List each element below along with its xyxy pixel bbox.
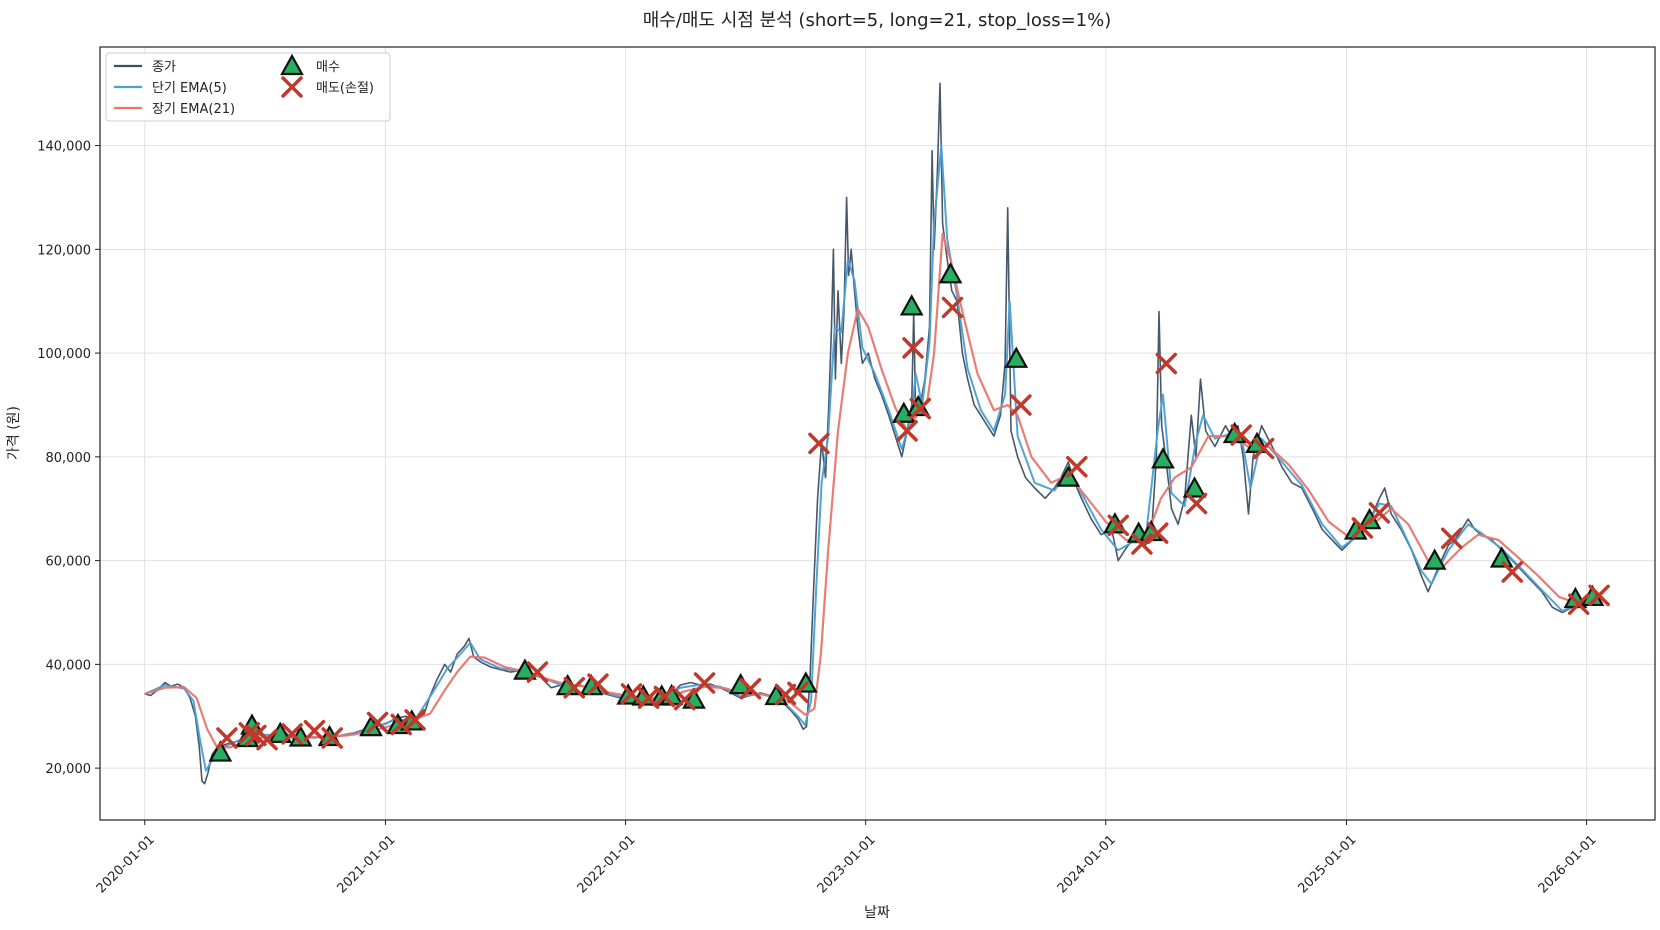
sell-marker [1501, 561, 1524, 583]
sell-marker [281, 723, 303, 745]
y-axis: 20,000 40,000 60,000 80,000 100,000 120,000 14… [37, 140, 100, 777]
sell-marker [787, 681, 809, 704]
y-tick-label: 40,000 [46, 658, 92, 673]
y-tick-label: 140,000 [37, 140, 91, 155]
sell-marker [563, 676, 586, 699]
sell-marker [902, 337, 924, 359]
grid [100, 47, 1655, 820]
sell-marker [404, 709, 426, 731]
sell-marker [303, 720, 326, 742]
buy-marker [899, 294, 924, 316]
sell-marker [693, 672, 716, 694]
y-axis-title: 가격 (원) [6, 406, 22, 460]
buy-marker [513, 658, 537, 680]
y-tick-label: 120,000 [37, 243, 91, 258]
sell-marker [321, 727, 343, 749]
legend-buy-marker [280, 53, 304, 76]
sell-marker [216, 727, 238, 749]
sell-marker [256, 728, 278, 751]
legend-label: 장기 EMA(21) [152, 102, 235, 117]
buy-marker [208, 740, 233, 762]
buy-marker [1422, 548, 1447, 570]
y-tick-label: 20,000 [46, 762, 92, 777]
sell-marker [1440, 527, 1463, 550]
sell-marker [526, 661, 549, 683]
sell-marker [808, 432, 830, 455]
sell-marker [245, 724, 267, 747]
buy-marker [938, 261, 963, 284]
buy-marker [1489, 546, 1514, 568]
sell-marker [653, 685, 676, 708]
sell-marker [1066, 455, 1088, 478]
sell-marker [896, 420, 918, 442]
sell-marker [1252, 437, 1275, 460]
sell-marker [620, 683, 643, 705]
sell-marker [941, 296, 964, 319]
sell-marker [1185, 492, 1208, 515]
sell-marker [1588, 584, 1610, 607]
sell-marker [238, 722, 261, 744]
marker-layer [208, 261, 1610, 762]
x-axis-title: 날짜 [864, 905, 890, 921]
y-tick-label: 100,000 [37, 347, 91, 362]
buy-marker [1004, 346, 1029, 368]
plot-frame [99, 46, 1656, 821]
sell-marker [1107, 514, 1129, 537]
legend-sell-marker [281, 76, 303, 98]
buy-marker [1182, 476, 1207, 498]
sell-marker [390, 713, 413, 736]
sell-marker [1010, 394, 1032, 416]
sell-marker [1146, 522, 1169, 544]
sell-marker [1131, 533, 1153, 555]
legend-label: 매도(손절) [316, 81, 374, 96]
sell-marker [1230, 424, 1252, 446]
legend-label: 단기 EMA(5) [152, 81, 227, 96]
sell-marker [1567, 593, 1590, 615]
chart-title: 매수/매도 시점 분석 (short=5, long=21, stop_loss… [643, 10, 1112, 31]
sell-marker [366, 711, 389, 734]
sell-marker [909, 397, 932, 420]
y-tick-label: 80,000 [46, 451, 92, 466]
sell-marker [1155, 352, 1178, 375]
sell-marker [739, 677, 762, 700]
y-tick-label: 60,000 [46, 555, 92, 570]
legend-box [105, 52, 391, 122]
sell-marker [1351, 517, 1374, 539]
legend-label: 매수 [316, 60, 340, 75]
sell-marker [674, 688, 696, 711]
sell-marker [1368, 502, 1391, 524]
legend-label: 종가 [152, 60, 176, 75]
buy-marker [1151, 447, 1175, 469]
sell-marker [587, 673, 609, 695]
